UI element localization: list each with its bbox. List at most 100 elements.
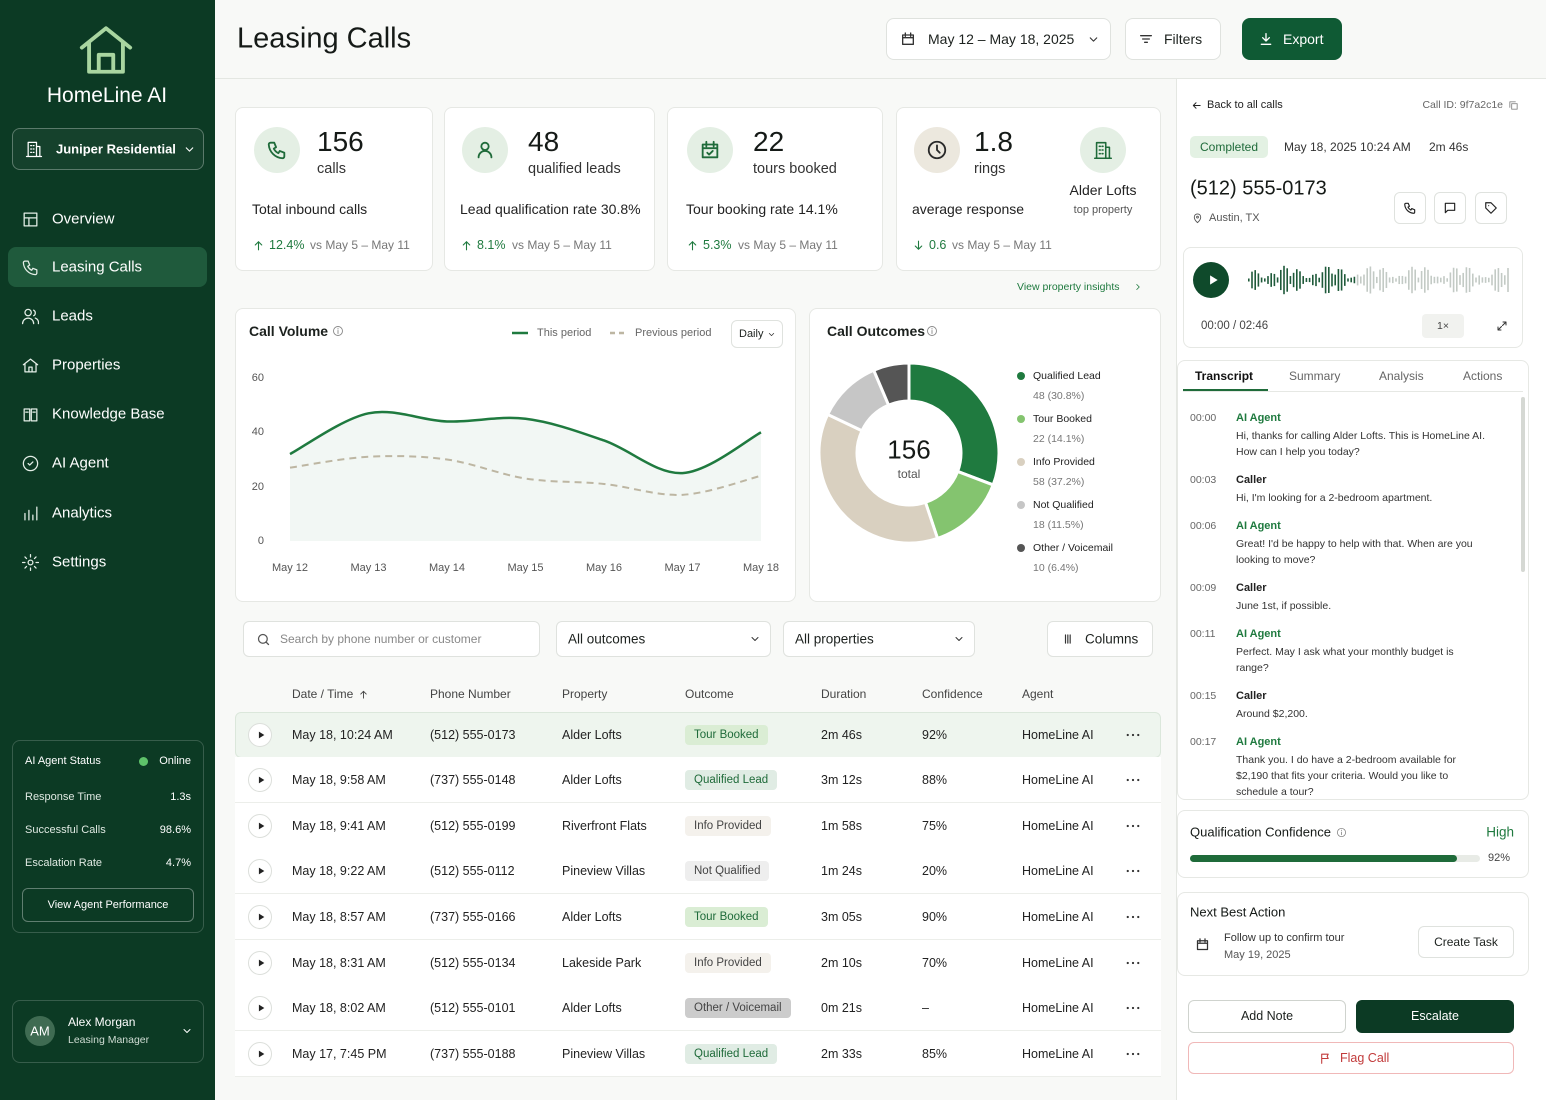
transcript-body: Caller Around $2,200. <box>1236 686 1486 722</box>
status-dot <box>139 757 148 766</box>
waveform-bar <box>1286 268 1288 292</box>
create-task-button[interactable] <box>1418 926 1514 958</box>
waveform-bar <box>1376 276 1378 284</box>
nav-item[interactable] <box>8 247 207 287</box>
icon <box>1126 733 1140 737</box>
next-action-text: Follow up to confirm tour <box>1224 932 1345 944</box>
waveform-bar <box>1257 273 1260 287</box>
outcome-badge: Qualified Lead <box>685 770 778 790</box>
waveform-bar <box>1276 277 1279 283</box>
table-cell: 2m 10s <box>821 956 862 970</box>
speed-button[interactable] <box>1422 314 1464 338</box>
icon-shape <box>914 240 922 250</box>
search-input[interactable] <box>243 621 540 657</box>
icon <box>1126 915 1140 919</box>
workspace-select[interactable] <box>12 128 204 170</box>
workspace-name: Juniper Residential <box>56 141 176 157</box>
dropdown-label: All properties <box>795 631 874 647</box>
agent-performance-button[interactable] <box>22 888 194 922</box>
icon <box>258 822 265 830</box>
action-button[interactable] <box>1434 192 1466 224</box>
waveform-bar <box>1462 272 1464 288</box>
legend-marker <box>1017 501 1025 509</box>
kpi-value: 156 <box>317 126 364 157</box>
waveform-bar <box>1280 269 1282 291</box>
column-header: Date / Time <box>292 687 354 701</box>
icon <box>22 260 37 275</box>
escalate-button[interactable] <box>1356 1000 1514 1033</box>
kpi-compare: vs May 5 – May 11 <box>512 238 612 252</box>
caller-phone: (512) 555-0173 <box>1190 177 1327 200</box>
icon <box>1404 202 1416 214</box>
kpi-change: 12.4% <box>269 238 305 252</box>
waveform-bar <box>1449 272 1452 288</box>
table-cell: (512) 555-0134 <box>430 956 516 970</box>
table-cell: HomeLine AI <box>1022 728 1094 742</box>
transcript-text: June 1st, if possible. <box>1236 600 1332 612</box>
toggle-button[interactable] <box>731 320 783 348</box>
icon <box>1485 202 1497 214</box>
transcript-entry: 00:00 AI Agent Hi, thanks for calling Alde… <box>1190 408 1516 460</box>
table-cell: May 18, 9:41 AM <box>292 819 386 833</box>
icon <box>1193 213 1201 223</box>
kpi-label: Lead qualification rate 30.8% <box>460 201 641 217</box>
next-action-card <box>1177 892 1529 976</box>
user-card[interactable] <box>12 1000 204 1063</box>
action-button[interactable] <box>1475 192 1507 224</box>
table-cell: (737) 555-0148 <box>430 773 516 787</box>
waveform-bar <box>1331 273 1333 287</box>
filters-button[interactable] <box>1125 18 1221 60</box>
icon-shape <box>768 332 774 336</box>
button-label: Flag Call <box>1340 1051 1390 1065</box>
date-range-button[interactable] <box>886 18 1111 60</box>
confidence-bar <box>1190 855 1457 862</box>
waveform-bar <box>1350 277 1352 283</box>
icon <box>258 731 265 739</box>
icon <box>1260 33 1272 45</box>
call-duration: 2m 46s <box>1429 140 1469 154</box>
table-cell: Lakeside Park <box>562 956 642 970</box>
kpi-unit: tours booked <box>753 161 837 177</box>
columns-button[interactable] <box>1047 621 1153 657</box>
table-cell: May 18, 8:31 AM <box>292 956 386 970</box>
table-cell: (512) 555-0173 <box>430 728 516 742</box>
legend-value: 10 (6.4%) <box>1033 562 1079 574</box>
action-button[interactable] <box>1394 192 1426 224</box>
filter-dropdown[interactable] <box>783 621 975 657</box>
waveform-bar <box>1404 276 1407 284</box>
kpi-value: 1.8 <box>974 126 1013 157</box>
legend-label: Not Qualified <box>1033 499 1094 511</box>
flag-call-button[interactable] <box>1188 1042 1514 1074</box>
kpi-compare: vs May 5 – May 11 <box>738 238 838 252</box>
scrollbar <box>1521 397 1525 572</box>
icon-shape <box>1320 1053 1329 1064</box>
icon-shape <box>258 959 265 967</box>
export-button[interactable] <box>1242 18 1342 60</box>
filter-dropdown[interactable] <box>556 621 771 657</box>
column-header: Confidence <box>922 687 983 701</box>
kpi-icon-bg <box>687 127 733 173</box>
table-cell: 1m 24s <box>821 864 862 878</box>
kpi-change: 5.3% <box>703 238 732 252</box>
table-cell: Alder Lofts <box>562 1001 622 1015</box>
icon <box>23 506 37 520</box>
waveform-bar <box>1465 267 1468 293</box>
icon-shape <box>254 240 262 250</box>
add-note-button[interactable] <box>1188 1000 1346 1033</box>
waveform-bar <box>1299 271 1301 289</box>
chart-title: Call Volume <box>249 323 329 339</box>
x-tick-label: May 12 <box>271 562 309 574</box>
icon-shape <box>1210 275 1218 285</box>
button-label: Filters <box>1164 31 1203 47</box>
icon <box>1192 101 1201 109</box>
metric-value: 4.7% <box>165 857 191 869</box>
avatar <box>25 1016 55 1046</box>
icon <box>257 633 269 645</box>
icon <box>1136 284 1140 290</box>
transcript-body: AI Agent Hi, thanks for calling Alder Lof… <box>1236 408 1486 460</box>
waveform-bar <box>1500 272 1503 288</box>
transcript-speaker: Caller <box>1236 582 1267 594</box>
tab-label: Actions <box>1463 369 1503 383</box>
icon <box>359 690 367 699</box>
outcome-badge: Info Provided <box>685 953 771 973</box>
